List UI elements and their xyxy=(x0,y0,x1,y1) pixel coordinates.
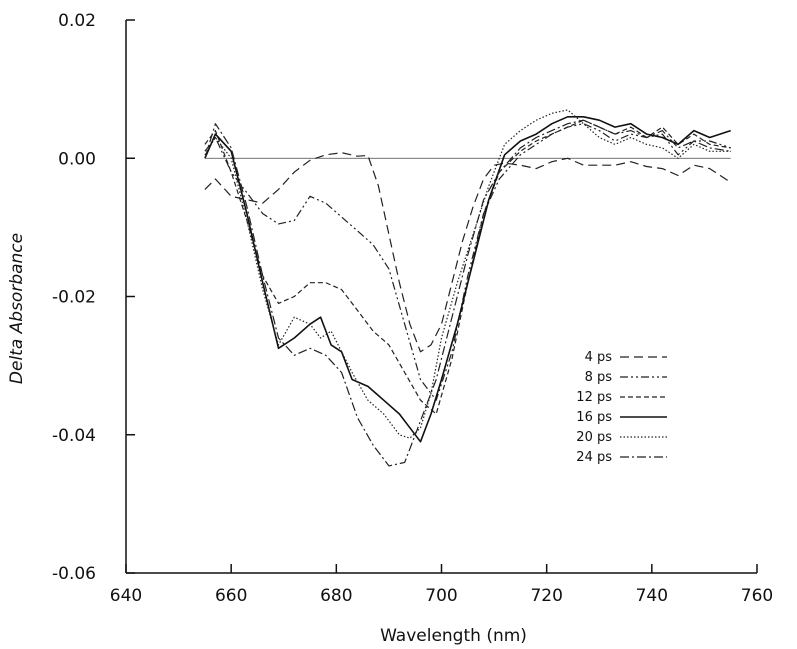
legend-label: 12 ps xyxy=(576,390,612,405)
y-axis-ticks: 0.02 0.00 -0.02 -0.04 -0.06 xyxy=(52,11,135,584)
plot-area: 0.02 0.00 -0.02 -0.04 -0.06 640 660 680 700 720 7… xyxy=(52,11,773,606)
series-line-12-ps xyxy=(204,119,731,415)
x-tick-label: 680 xyxy=(320,586,352,606)
x-tick-label: 700 xyxy=(425,586,457,606)
legend-label: 16 ps xyxy=(576,410,612,425)
legend-label: 24 ps xyxy=(576,450,612,465)
series-line-20-ps xyxy=(204,109,731,439)
series-line-24-ps xyxy=(204,119,731,467)
legend-label: 4 ps xyxy=(585,350,613,365)
x-tick-label: 720 xyxy=(530,586,562,606)
series-line-16-ps xyxy=(204,116,731,443)
x-tick-label: 760 xyxy=(741,586,773,606)
x-tick-label: 660 xyxy=(215,586,247,606)
y-tick-label: -0.06 xyxy=(52,564,96,584)
x-axis-title: Wavelength (nm) xyxy=(380,626,527,646)
x-tick-label: 640 xyxy=(110,586,142,606)
legend-label: 20 ps xyxy=(576,430,612,445)
series-line-8-ps xyxy=(204,123,731,401)
series-lines xyxy=(204,109,732,467)
legend: 4 ps 8 ps 12 ps 16 ps 20 ps 24 ps xyxy=(576,350,667,465)
y-tick-label: -0.02 xyxy=(52,288,96,308)
y-tick-label: 0.00 xyxy=(58,149,96,169)
y-axis-title: Delta Absorbance xyxy=(7,233,27,384)
y-tick-label: 0.02 xyxy=(58,11,96,31)
legend-label: 8 ps xyxy=(585,370,613,385)
series-line-4-ps xyxy=(204,152,732,353)
x-axis-ticks: 640 660 680 700 720 740 760 xyxy=(110,564,773,606)
x-tick-label: 740 xyxy=(636,586,668,606)
y-tick-label: -0.04 xyxy=(52,426,96,446)
